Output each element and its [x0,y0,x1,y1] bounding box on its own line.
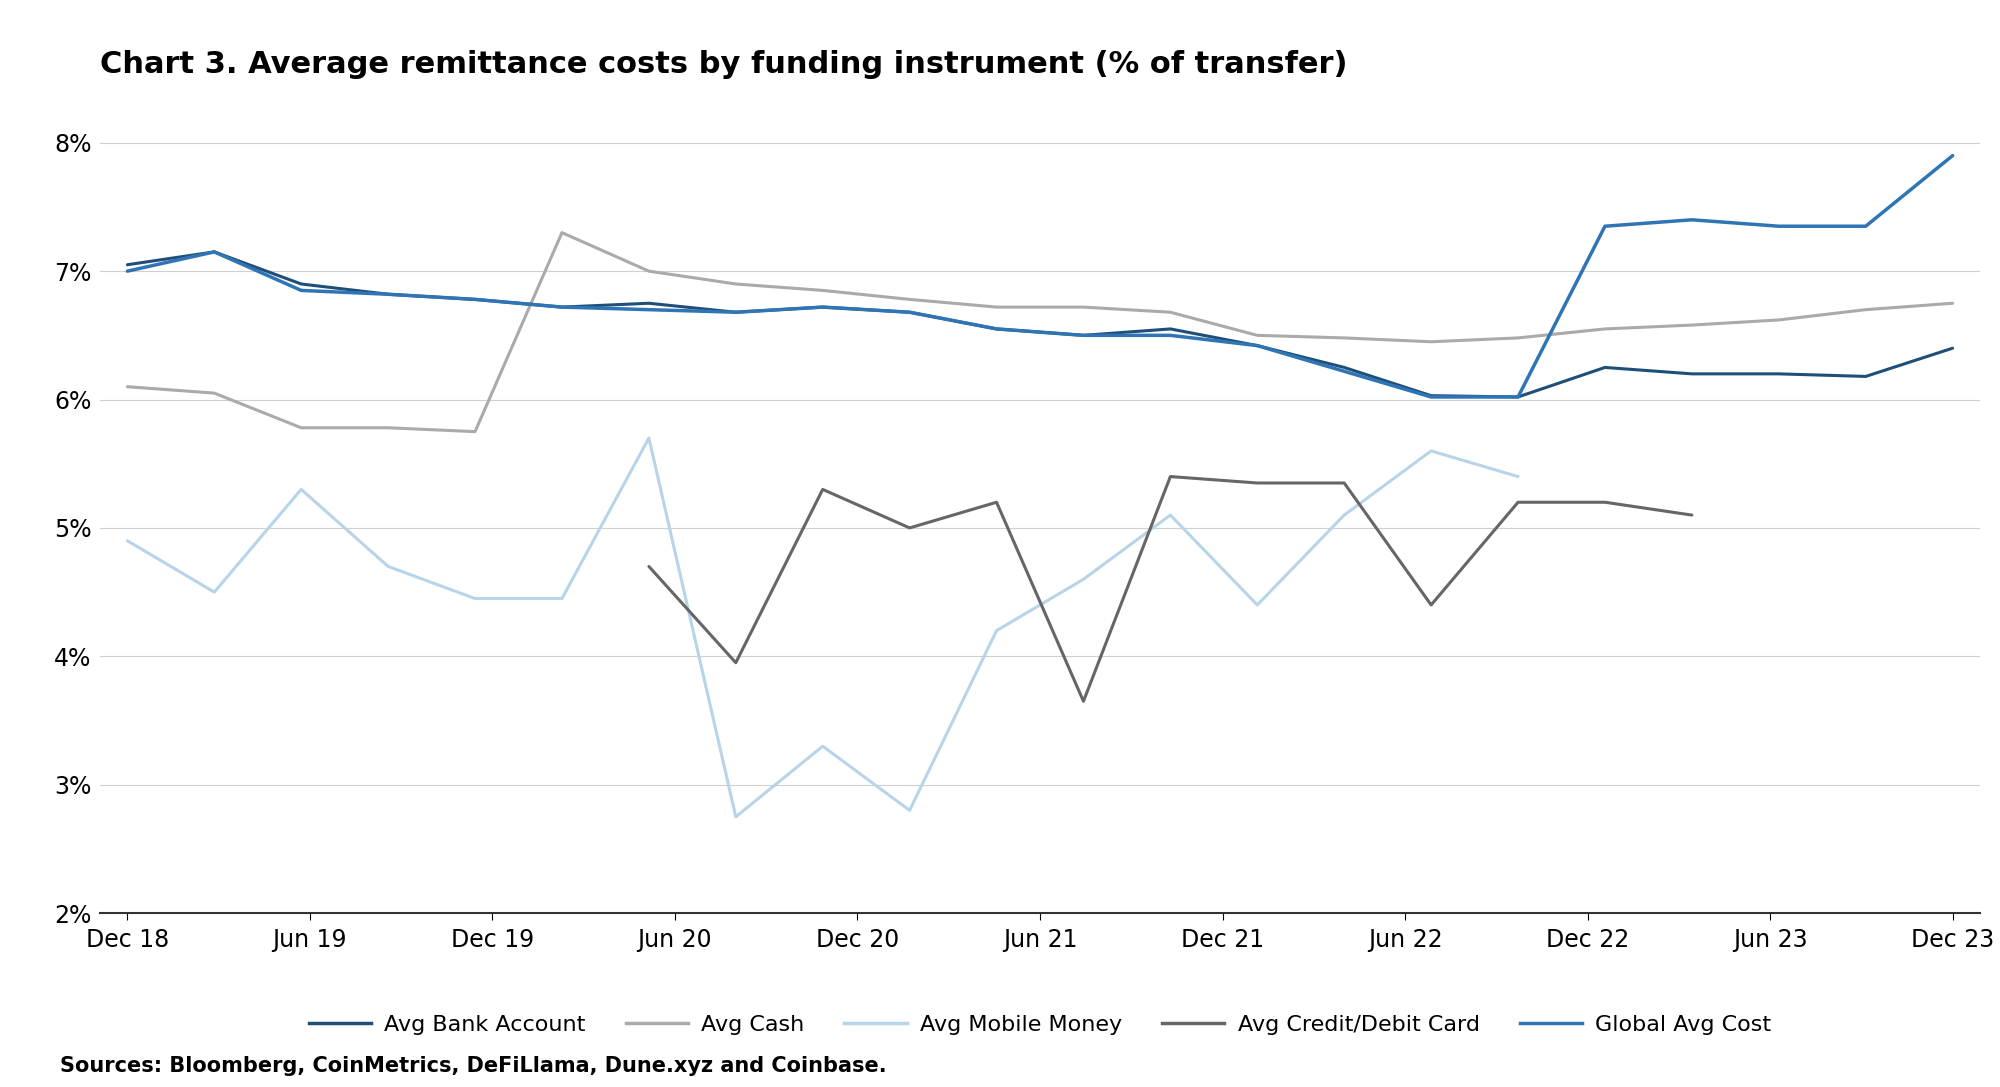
Legend: Avg Bank Account, Avg Cash, Avg Mobile Money, Avg Credit/Debit Card, Global Avg : Avg Bank Account, Avg Cash, Avg Mobile M… [300,1005,1780,1044]
Text: Chart 3. Average remittance costs by funding instrument (% of transfer): Chart 3. Average remittance costs by fun… [100,50,1348,79]
Text: Sources: Bloomberg, CoinMetrics, DeFiLlama, Dune.xyz and Coinbase.: Sources: Bloomberg, CoinMetrics, DeFiLla… [60,1057,886,1076]
